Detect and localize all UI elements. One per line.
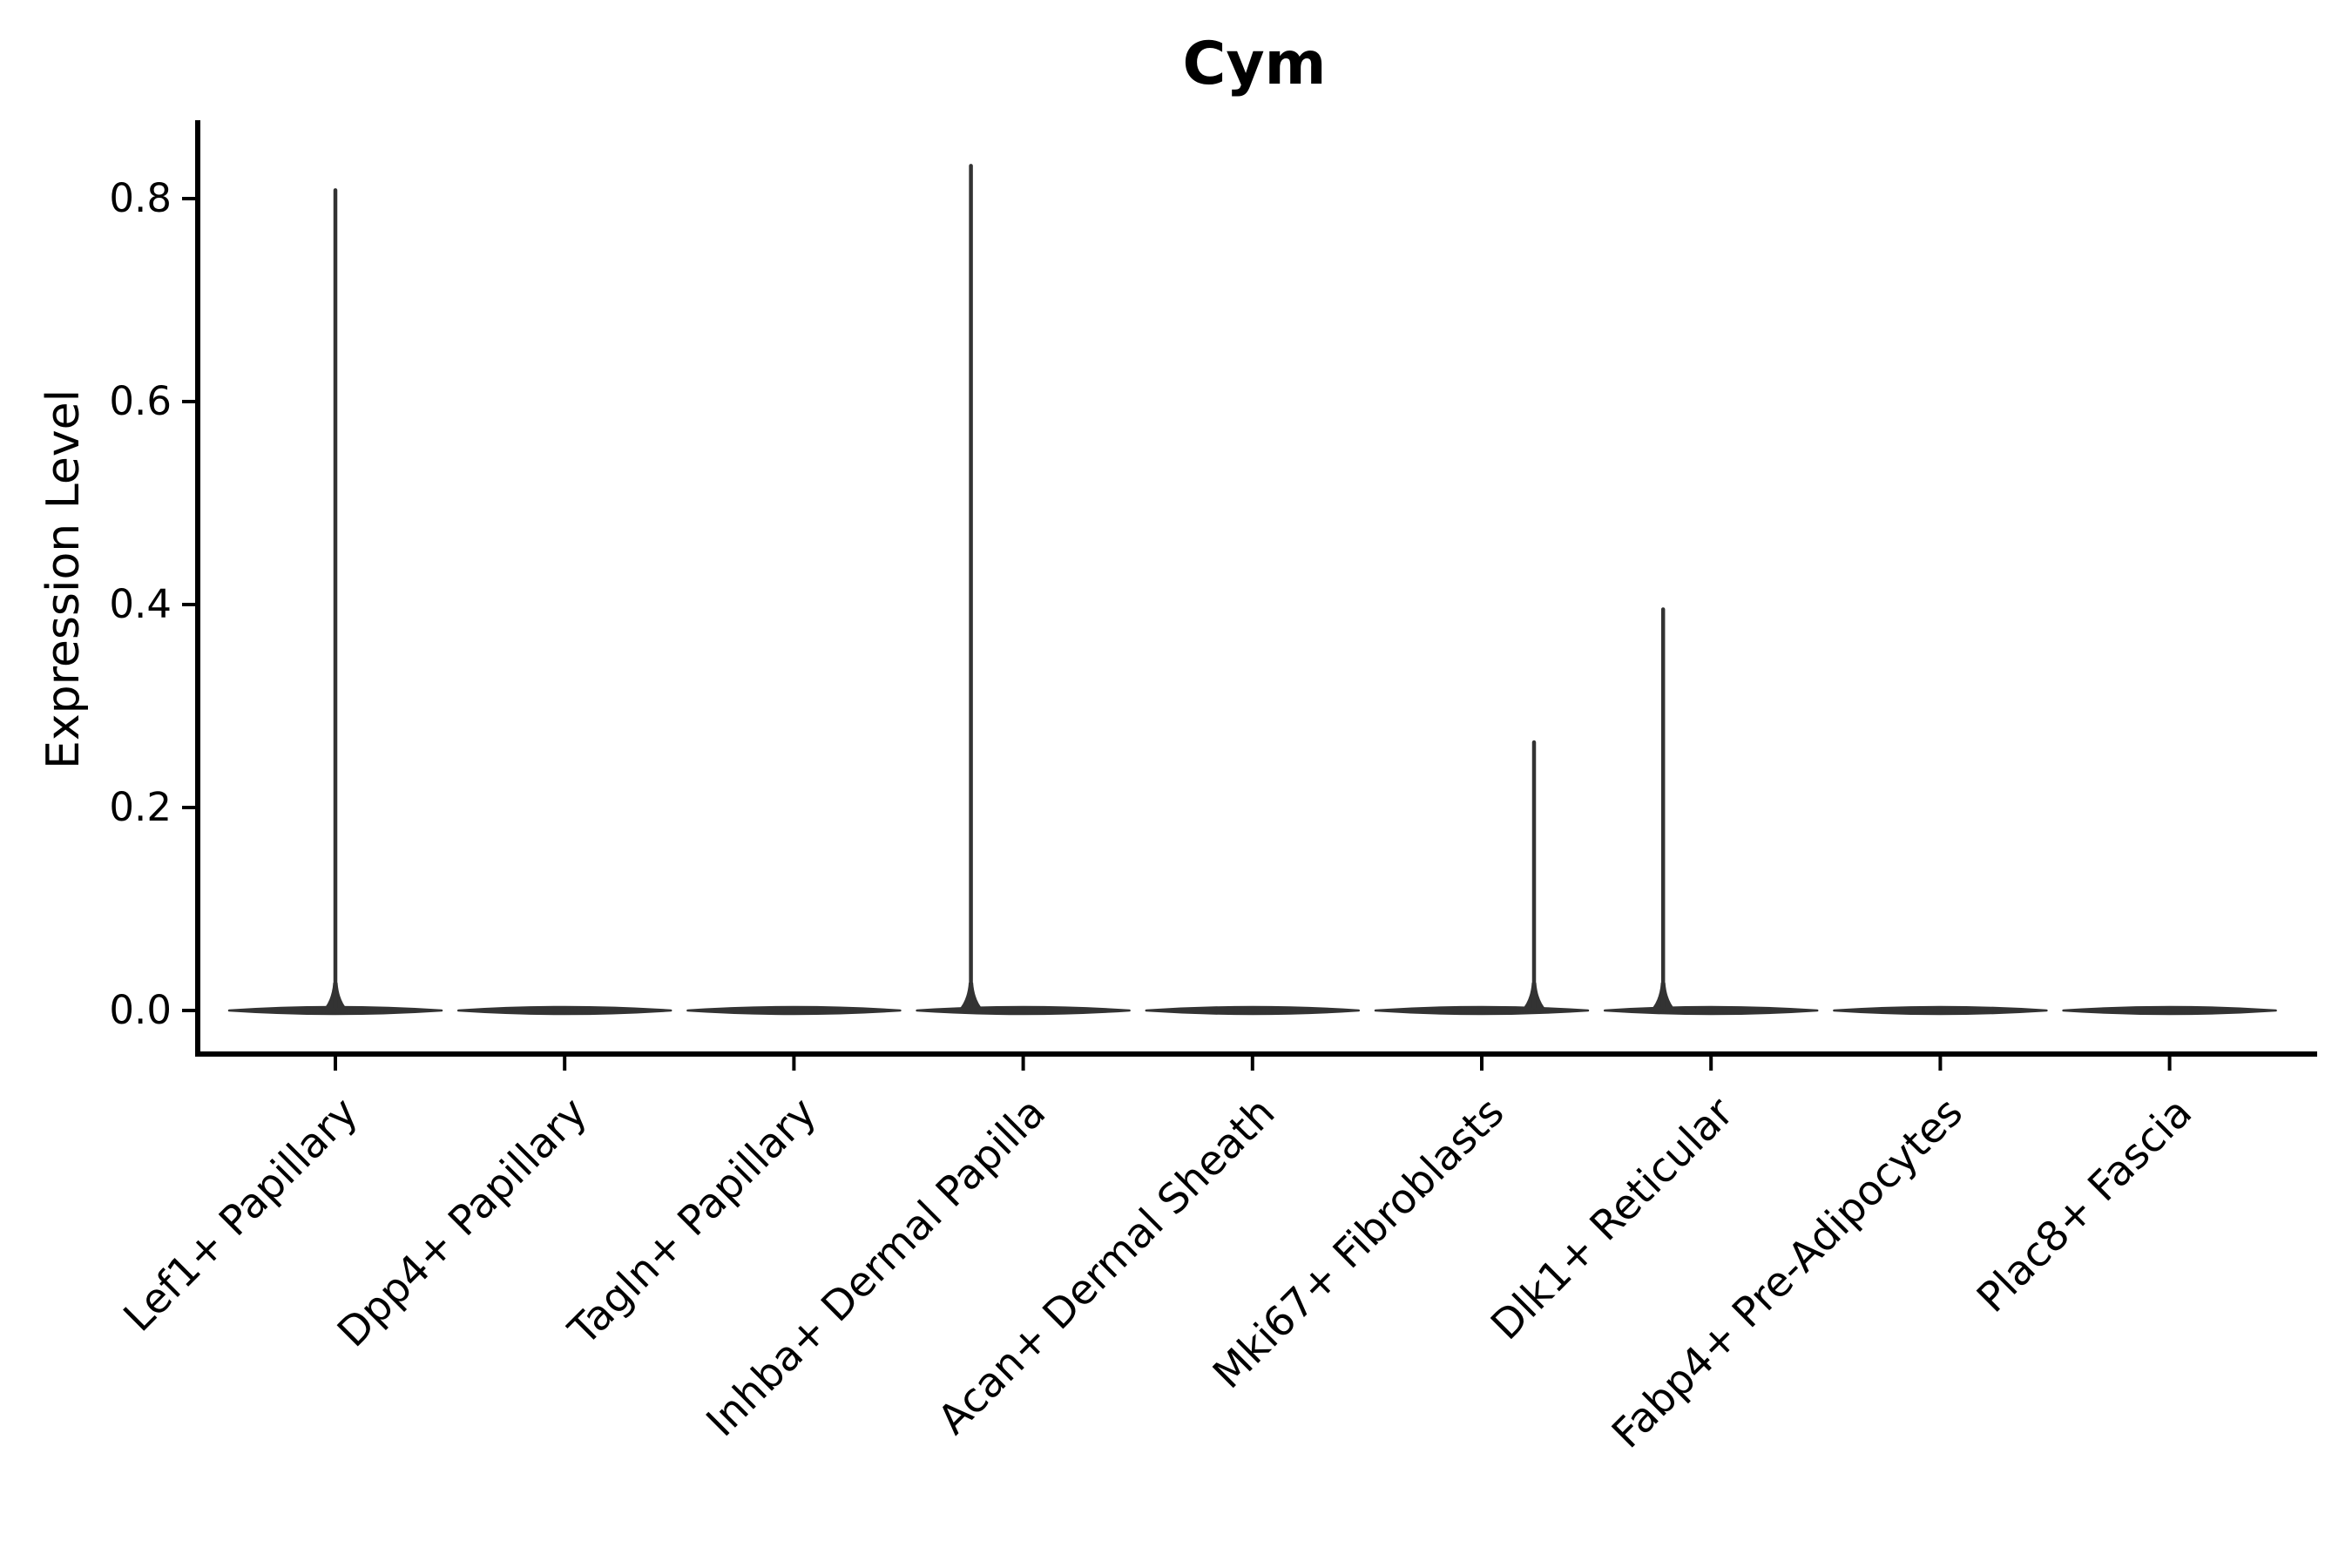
violin-body xyxy=(916,1005,1131,1016)
violin-body xyxy=(1145,1005,1361,1016)
y-tick-label: 0.8 xyxy=(109,175,172,221)
y-tick-label: 0.2 xyxy=(109,784,172,830)
violin-body xyxy=(686,1005,902,1016)
x-tick-label: Plac8+ Fascia xyxy=(1968,1089,2201,1322)
y-tick-label: 0.0 xyxy=(109,987,172,1033)
x-tick-label: Dpp4+ Papillary xyxy=(328,1089,597,1357)
violin-body xyxy=(2062,1005,2277,1016)
x-tick-label: Tagln+ Papillary xyxy=(559,1089,826,1355)
x-tick-label: Dlk1+ Reticular xyxy=(1482,1088,1743,1349)
y-tick-label: 0.6 xyxy=(109,378,172,424)
violin-body xyxy=(1603,1005,1819,1016)
y-tick-label: 0.4 xyxy=(109,581,172,627)
violin-body xyxy=(1833,1005,2048,1016)
y-axis-label: Expression Level xyxy=(37,389,90,769)
violin-body xyxy=(456,1005,672,1016)
plot-title: Cym xyxy=(1182,30,1326,98)
violin-body xyxy=(1374,1005,1590,1016)
violin-body xyxy=(227,1005,443,1016)
x-tick-label: Lef1+ Papillary xyxy=(115,1089,368,1342)
